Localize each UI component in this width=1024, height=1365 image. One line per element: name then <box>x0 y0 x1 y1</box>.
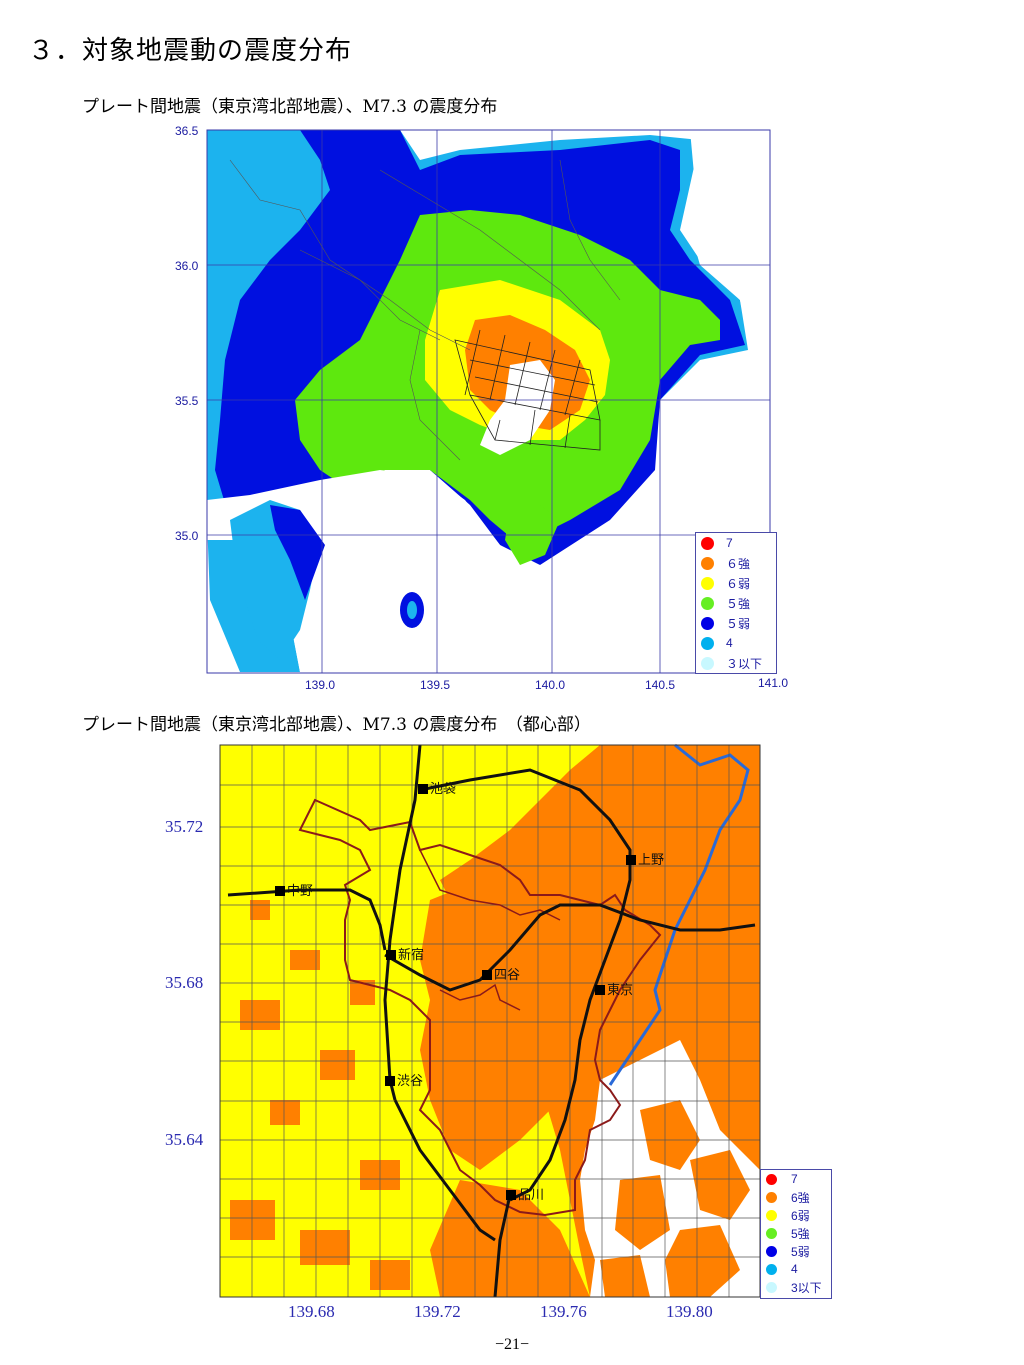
map2-legend: 7 6強 6弱 5強 5弱 4 3以下 <box>760 1169 832 1299</box>
legend-item: 5弱 <box>761 1242 810 1260</box>
reclaimed-islands <box>600 1100 750 1297</box>
station-label: 中野 <box>287 883 313 898</box>
legend-label: 7 <box>726 536 733 550</box>
map1-subtitle-magnitude: M7.3 <box>362 97 407 117</box>
legend-label: 5強 <box>791 1226 810 1241</box>
tokyo-bay <box>480 360 555 455</box>
legend-item: 6弱 <box>761 1206 810 1224</box>
station-label: 新宿 <box>398 947 424 962</box>
legend-label: ６強 <box>726 556 751 571</box>
ward-boundary <box>298 798 662 1217</box>
map1-grid <box>207 130 770 673</box>
legend-swatch <box>701 536 714 550</box>
legend-item: 3以下 <box>761 1278 822 1296</box>
fault-segments <box>454 329 601 451</box>
legend-item: ６弱 <box>696 573 750 593</box>
sumida-river <box>608 743 750 1086</box>
map1-lon-label: 141.0 <box>758 676 789 690</box>
map2-lon-label: 139.76 <box>540 1302 587 1321</box>
legend-label: ６弱 <box>726 576 751 591</box>
legend-swatch <box>701 576 714 590</box>
map2-lat-label: 35.64 <box>165 1130 204 1149</box>
page-title: ３．対象地震動の震度分布 <box>28 36 353 66</box>
map1-lon-label: 139.0 <box>305 678 336 692</box>
legend-item: ３以下 <box>696 653 762 673</box>
legend-item: 7 <box>761 1170 798 1188</box>
legend-label: 6強 <box>791 1190 810 1205</box>
sagami-bay <box>207 400 770 672</box>
intensity-6-strong-south <box>430 1180 590 1297</box>
legend-swatch <box>701 656 714 670</box>
legend-item: 4 <box>761 1260 798 1278</box>
map2-lon-label: 139.80 <box>666 1302 713 1321</box>
legend-swatch <box>766 1173 777 1185</box>
kanto-intensity-map <box>206 129 771 674</box>
station-label: 四谷 <box>494 967 520 982</box>
legend-item: 5強 <box>761 1224 810 1242</box>
legend-label: 4 <box>791 1262 798 1276</box>
legend-label: 6弱 <box>791 1208 810 1223</box>
map1-lon-label: 140.0 <box>535 678 566 692</box>
map2-lat-label: 35.72 <box>165 817 204 836</box>
legend-label: ５強 <box>726 596 751 611</box>
legend-swatch <box>701 596 714 610</box>
legend-label: ３以下 <box>726 656 763 671</box>
page-number: −21− <box>494 1336 530 1353</box>
legend-label: ５弱 <box>726 616 751 631</box>
map1-subtitle-pre: プレート間地震（東京湾北部地震）、 <box>82 97 363 117</box>
central-tokyo-intensity-map: 池袋 上野 中野 新宿 四谷 東京 渋谷 品川 <box>219 743 761 1298</box>
legend-swatch <box>766 1245 777 1257</box>
map1-lat-label: 36.5 <box>175 124 199 138</box>
station-labels: 池袋 上野 中野 新宿 四谷 東京 渋谷 品川 <box>287 781 664 1202</box>
map1-legend: 7 ６強 ６弱 ５強 ５弱 4 ３以下 <box>695 532 777 674</box>
legend-item: 4 <box>696 633 733 653</box>
legend-swatch <box>701 616 714 630</box>
station-label: 渋谷 <box>397 1073 423 1088</box>
map1-lat-label: 35.5 <box>175 394 199 408</box>
legend-item: ５弱 <box>696 613 750 633</box>
legend-label: 5弱 <box>791 1244 810 1259</box>
map1-lat-label: 35.0 <box>175 529 199 543</box>
legend-label: 4 <box>726 636 733 650</box>
legend-item: ５強 <box>696 593 750 613</box>
map2-lon-label: 139.72 <box>414 1302 461 1321</box>
map1-subtitle-post: の震度分布 <box>406 97 498 117</box>
legend-swatch <box>766 1191 777 1203</box>
map1-lat-label: 36.0 <box>175 259 199 273</box>
legend-item: 7 <box>696 533 733 553</box>
station-label: 上野 <box>638 852 664 867</box>
legend-label: 3以下 <box>791 1280 822 1295</box>
legend-swatch <box>701 556 714 570</box>
legend-item: 6強 <box>761 1188 810 1206</box>
station-label: 品川 <box>518 1187 544 1202</box>
map2-lat-label: 35.68 <box>165 973 204 992</box>
intensity-6-strong-center <box>420 880 610 1170</box>
legend-swatch <box>766 1281 777 1293</box>
station-label: 東京 <box>607 982 633 997</box>
intensity-6-strong-patches <box>230 900 410 1290</box>
legend-swatch <box>766 1209 777 1221</box>
map1-lon-label: 139.5 <box>420 678 451 692</box>
map2-grid <box>220 745 760 1297</box>
legend-swatch <box>766 1227 777 1239</box>
legend-label: 7 <box>791 1172 798 1186</box>
map1-lon-label: 140.5 <box>645 678 676 692</box>
map2-subtitle: プレート間地震（東京湾北部地震）、M7.3 の震度分布 （都心部） <box>82 710 591 735</box>
station-markers <box>275 784 636 1200</box>
map1-subtitle: プレート間地震（東京湾北部地震）、M7.3 の震度分布 <box>82 92 497 117</box>
map2-subtitle-post: の震度分布 （都心部） <box>406 715 591 735</box>
map2-lon-label: 139.68 <box>288 1302 335 1321</box>
legend-swatch <box>766 1263 777 1275</box>
prefecture-borders <box>229 159 621 461</box>
map2-subtitle-pre: プレート間地震（東京湾北部地震）、 <box>82 715 363 735</box>
legend-item: ６強 <box>696 553 750 573</box>
legend-swatch <box>701 636 714 650</box>
map2-subtitle-magnitude: M7.3 <box>362 715 407 735</box>
station-label: 池袋 <box>430 781 456 796</box>
